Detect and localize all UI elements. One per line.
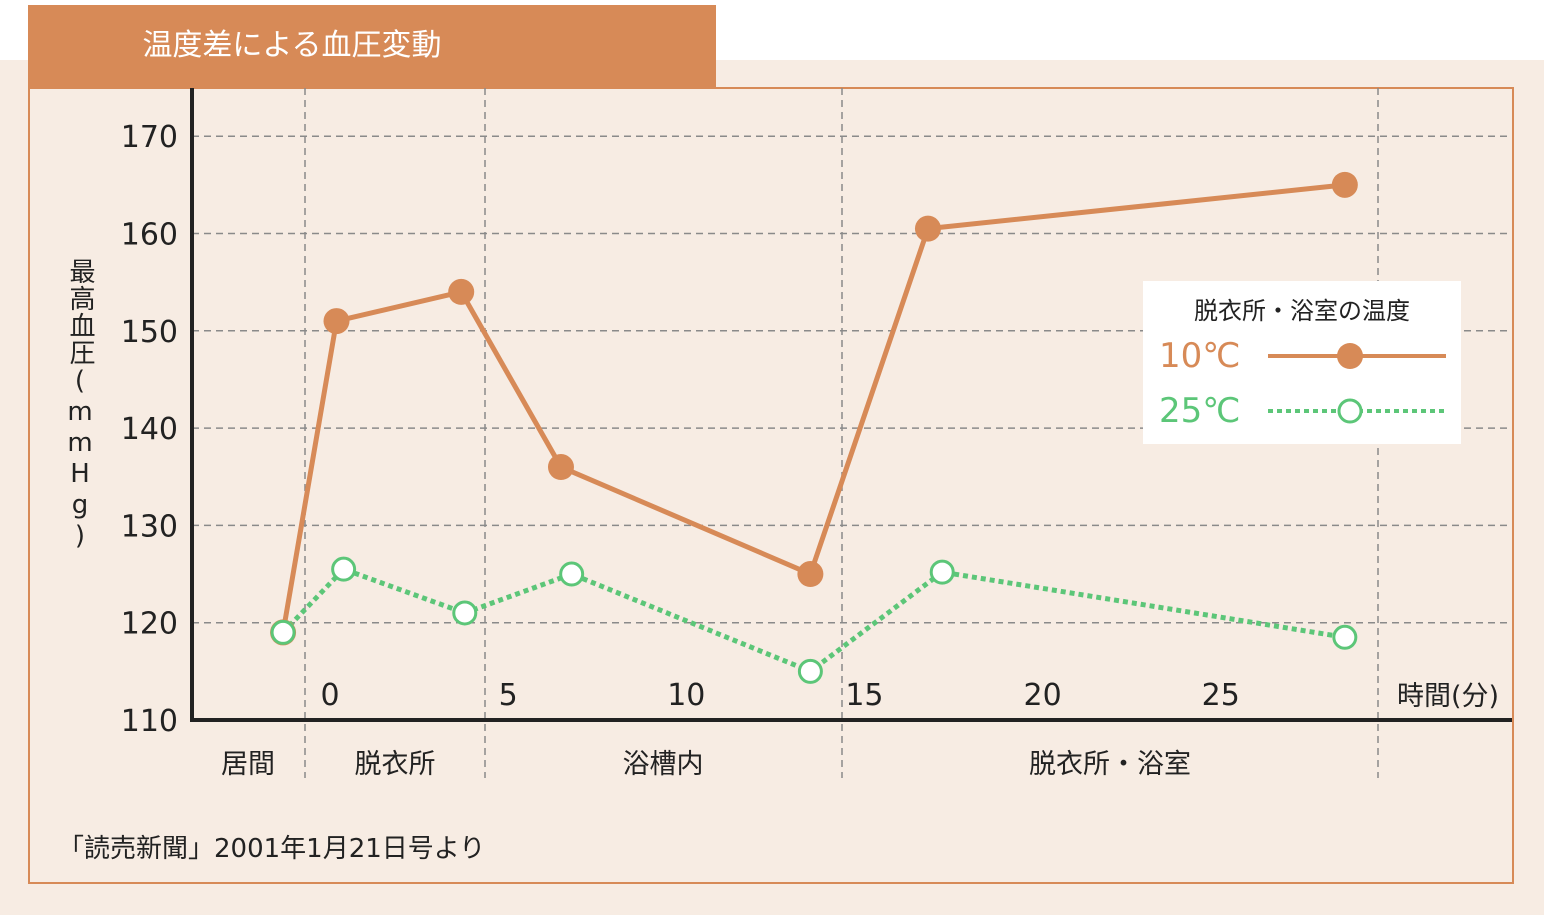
data-point-10c — [448, 278, 475, 305]
legend-marker-10c — [1337, 343, 1363, 369]
y-axis-label: 最高血圧(mmHg) — [65, 258, 95, 552]
source-citation: 「読売新聞」2001年1月21日号より — [58, 834, 486, 864]
y-tick-label: 140 — [121, 412, 178, 447]
x-tick-label: 15 — [845, 678, 883, 713]
legend-label-10c: 10℃ — [1159, 336, 1241, 376]
data-point-25c — [797, 658, 823, 684]
legend-marker-25c — [1337, 398, 1363, 424]
legend: 脱衣所・浴室の温度 10℃ 25℃ — [1143, 281, 1461, 444]
x-tick-label: 20 — [1024, 678, 1062, 713]
chart-title: 温度差による血圧変動 — [142, 28, 442, 63]
x-tick-label: 25 — [1202, 678, 1240, 713]
y-tick-label: 110 — [121, 704, 178, 739]
data-point-25c — [331, 556, 357, 582]
x-tick-label: 0 — [320, 678, 339, 713]
x-axis-unit-label: 時間(分) — [1397, 681, 1499, 712]
data-point-25c — [270, 619, 296, 645]
phase-label: 居間 — [221, 749, 275, 780]
y-tick-label: 130 — [121, 509, 178, 544]
legend-title: 脱衣所・浴室の温度 — [1194, 297, 1410, 325]
panel-background — [0, 60, 1544, 915]
title-tab — [28, 5, 716, 87]
phase-label: 浴槽内 — [623, 749, 704, 780]
phase-label: 脱衣所 — [355, 749, 436, 780]
data-point-25c — [929, 559, 955, 585]
data-point-25c — [1332, 624, 1358, 650]
legend-label-25c: 25℃ — [1159, 391, 1241, 431]
data-point-10c — [547, 454, 574, 481]
y-tick-label: 150 — [121, 315, 178, 350]
data-point-25c — [452, 600, 478, 626]
chart-frame — [28, 87, 1514, 884]
y-tick-label: 120 — [121, 607, 178, 642]
data-point-10c — [1331, 171, 1358, 198]
x-tick-label: 5 — [499, 678, 518, 713]
x-tick-label: 10 — [667, 678, 705, 713]
data-point-25c — [559, 561, 585, 587]
y-tick-label: 160 — [121, 218, 178, 253]
phase-label: 脱衣所・浴室 — [1029, 749, 1191, 780]
data-point-10c — [323, 308, 350, 335]
data-point-10c — [914, 215, 941, 242]
data-point-10c — [797, 561, 824, 588]
y-tick-label: 170 — [121, 120, 178, 155]
